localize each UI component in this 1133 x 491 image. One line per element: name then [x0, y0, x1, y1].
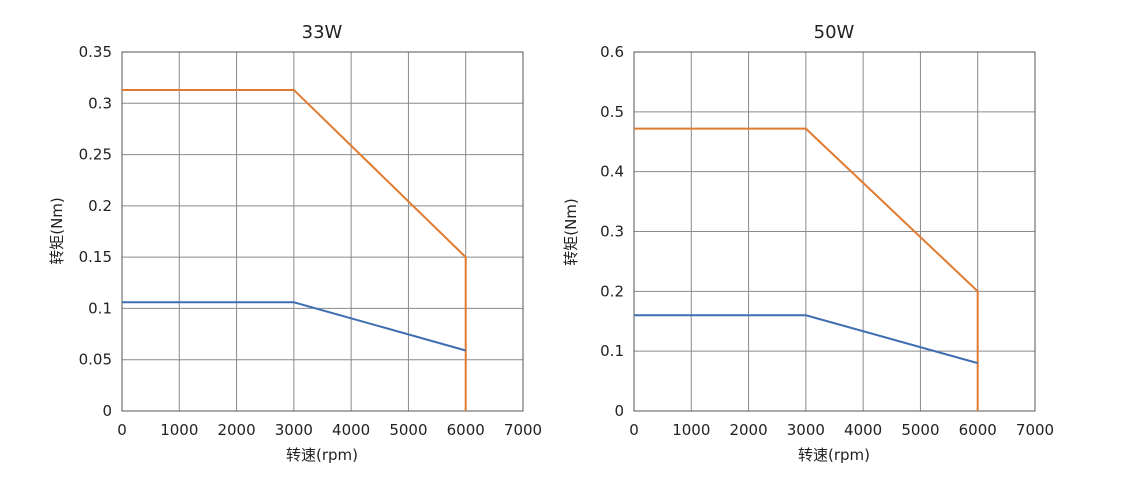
- y-tick-label: 0: [102, 402, 112, 420]
- y-axis-label: 转矩(Nm): [48, 197, 66, 265]
- y-tick-label: 0.3: [600, 223, 624, 241]
- chart-title: 50W: [814, 22, 855, 43]
- x-tick-label: 3000: [275, 421, 313, 439]
- y-tick-label: 0.3: [88, 94, 112, 112]
- x-tick-label: 2000: [729, 421, 767, 439]
- x-tick-label: 5000: [389, 421, 427, 439]
- series-line-1: [122, 301, 466, 352]
- x-tick-label: 4000: [844, 421, 882, 439]
- y-tick-label: 0.6: [600, 43, 624, 61]
- x-tick-label: 0: [629, 421, 639, 439]
- x-tick-label: 6000: [959, 421, 997, 439]
- x-tick-label: 4000: [332, 421, 370, 439]
- x-axis-label: 转速(rpm): [286, 446, 358, 464]
- y-tick-label: 0.1: [600, 342, 624, 360]
- series-line-0: [634, 127, 979, 411]
- x-tick-label: 0: [117, 421, 127, 439]
- plot-frame: [633, 51, 1036, 412]
- y-axis-label: 转矩(Nm): [562, 198, 580, 266]
- y-tick-label: 0.05: [79, 351, 112, 369]
- y-tick-label: 0: [614, 402, 624, 420]
- y-tick-label: 0.15: [79, 248, 112, 266]
- x-tick-label: 6000: [447, 421, 485, 439]
- plot-frame: [121, 51, 524, 412]
- series-line-1: [634, 314, 978, 365]
- x-tick-label: 5000: [901, 421, 939, 439]
- chart-title: 33W: [302, 22, 343, 43]
- gridlines: [633, 51, 1036, 412]
- x-tick-label: 1000: [160, 421, 198, 439]
- y-tick-label: 0.1: [88, 299, 112, 317]
- x-axis-label: 转速(rpm): [798, 446, 870, 464]
- y-tick-label: 0.35: [79, 43, 112, 61]
- y-tick-label: 0.4: [600, 163, 624, 181]
- y-tick-label: 0.5: [600, 103, 624, 121]
- x-tick-label: 1000: [672, 421, 710, 439]
- y-tick-label: 0.2: [88, 197, 112, 215]
- y-tick-label: 0.2: [600, 282, 624, 300]
- x-tick-label: 2000: [217, 421, 255, 439]
- y-tick-label: 0.25: [79, 146, 112, 164]
- x-tick-label: 7000: [1016, 421, 1054, 439]
- x-tick-label: 7000: [504, 421, 542, 439]
- x-tick-label: 3000: [787, 421, 825, 439]
- series-line-0: [122, 88, 467, 411]
